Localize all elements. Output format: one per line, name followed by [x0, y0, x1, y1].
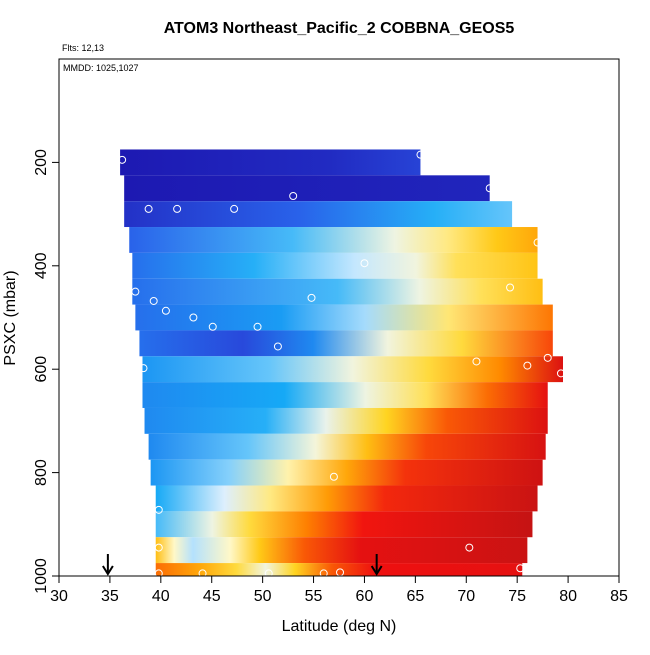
observation-point [154, 569, 163, 578]
y-tick-label: 200 [33, 149, 50, 176]
flight-marker-arrow-head [102, 565, 114, 576]
observation-point [289, 192, 298, 201]
observation-point [154, 505, 163, 514]
heatmap-row-600 [142, 356, 563, 383]
x-tick-label: 50 [254, 588, 272, 605]
observation-point [198, 569, 207, 578]
x-tick-label: 40 [152, 588, 170, 605]
observation-point [154, 543, 163, 552]
observation-point [230, 204, 239, 213]
observation-point [472, 357, 481, 366]
observation-point [253, 322, 262, 331]
heatmap-row-650 [142, 382, 548, 408]
observation-point [149, 296, 158, 305]
y-tick-label: 800 [33, 459, 50, 486]
observation-point [543, 353, 552, 362]
x-tick-label: 55 [305, 588, 323, 605]
y-axis-label: PSXC (mbar) [2, 270, 19, 365]
observation-point [516, 564, 525, 573]
observation-point [556, 369, 565, 378]
x-tick-label: 75 [508, 588, 526, 605]
heatmap-row-550 [139, 330, 553, 357]
observation-point [144, 204, 153, 213]
heatmap-row-800 [150, 459, 543, 486]
heatmap-row-250 [124, 175, 490, 202]
x-tick-label: 70 [457, 588, 475, 605]
heatmap-row-350 [129, 227, 538, 253]
observation-point [118, 155, 127, 164]
y-axis: 200 400 600 800 1000 [33, 149, 60, 594]
observation-point [307, 293, 316, 302]
x-axis: 30 35 40 45 50 55 60 65 70 75 80 85 [50, 576, 628, 605]
heatmap-row-500 [135, 304, 553, 331]
observation-point [264, 569, 273, 578]
observation-point [360, 259, 369, 268]
heatmap-row-950 [155, 537, 528, 564]
y-tick-label: 1000 [33, 558, 50, 594]
observation-point [319, 569, 328, 578]
x-tick-label: 80 [559, 588, 577, 605]
flight-marker-arrow-head [370, 565, 383, 576]
heatmap-row-1000 [155, 563, 523, 576]
heatmap-layer [120, 149, 563, 576]
x-tick-label: 65 [406, 588, 424, 605]
observation-point [533, 238, 542, 247]
observation-point [139, 364, 148, 373]
heatmap-row-400 [132, 252, 538, 279]
flight-markers [102, 554, 383, 576]
observation-point [416, 150, 425, 159]
x-tick-label: 60 [356, 588, 374, 605]
flights-note: Flts: 12,13 [62, 43, 104, 53]
observation-point [506, 283, 515, 292]
x-axis-label: Latitude (deg N) [282, 618, 397, 635]
heatmap-row-450 [132, 278, 543, 305]
observation-point [131, 287, 140, 296]
observation-point [465, 543, 474, 552]
observation-point [329, 472, 338, 481]
observation-point [173, 204, 182, 213]
y-tick-label: 600 [33, 356, 50, 383]
x-tick-label: 45 [203, 588, 221, 605]
heatmap-row-200 [120, 149, 421, 176]
observation-points [118, 150, 565, 578]
x-tick-label: 85 [610, 588, 628, 605]
observation-point [161, 306, 170, 315]
x-tick-label: 30 [50, 588, 68, 605]
observation-point [208, 322, 217, 331]
observation-point [485, 184, 494, 193]
heatmap-row-700 [144, 407, 548, 434]
observation-point [523, 361, 532, 370]
observation-point [189, 313, 198, 322]
observation-point [273, 342, 282, 351]
x-tick-label: 35 [101, 588, 119, 605]
date-note: MMDD: 1025,1027 [63, 63, 139, 73]
heatmap-row-900 [155, 511, 533, 538]
chart-title: ATOM3 Northeast_Pacific_2 COBBNA_GEOS5 [164, 20, 515, 37]
heatmap-row-300 [124, 201, 513, 228]
heatmap-row-750 [148, 433, 546, 460]
y-tick-label: 400 [33, 252, 50, 279]
heatmap-row-850 [155, 485, 538, 512]
